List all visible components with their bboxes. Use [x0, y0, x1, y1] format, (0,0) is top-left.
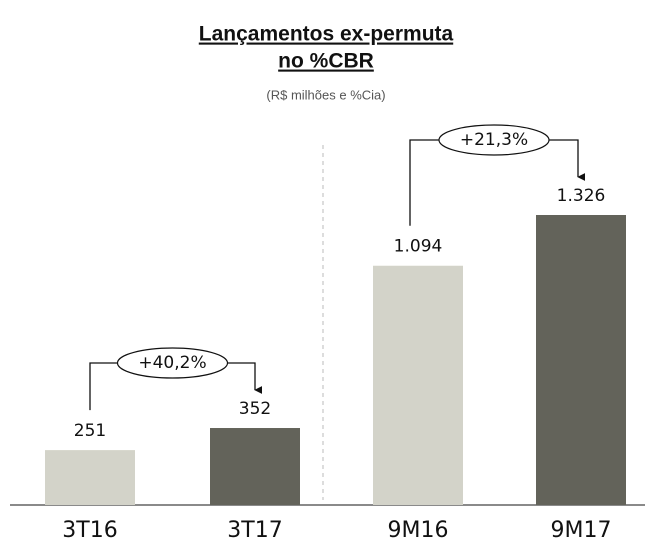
bar	[373, 265, 463, 505]
chart-subtitle: (R$ milhões e %Cia)	[266, 87, 385, 102]
x-tick-label: 3T17	[227, 518, 282, 543]
chart-title: no %CBR	[278, 50, 374, 73]
value-label: 1.094	[394, 237, 443, 257]
annotation-bubble	[438, 124, 550, 156]
annotation: +40,2%	[138, 353, 206, 373]
value-label: 1.326	[557, 186, 606, 206]
bar	[536, 215, 626, 505]
x-tick-label: 3T16	[62, 518, 117, 543]
value-label: 352	[239, 399, 271, 419]
chart-title: Lançamentos ex-permuta	[199, 23, 454, 46]
value-label: 251	[74, 421, 106, 441]
bar	[45, 450, 135, 505]
annotation: +21,3%	[460, 130, 528, 150]
x-tick-label: 9M17	[551, 518, 612, 543]
x-tick-label: 9M16	[388, 518, 449, 543]
annotation-bubble	[116, 347, 229, 379]
bar	[210, 428, 300, 505]
